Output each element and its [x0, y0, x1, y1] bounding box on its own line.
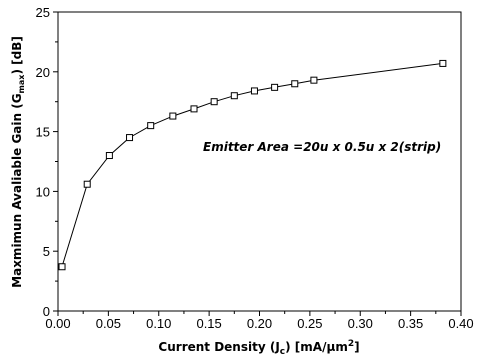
data-point: [147, 122, 155, 130]
data-point: [105, 152, 113, 160]
y-tick-label: 5: [43, 244, 50, 259]
x-tick-label: 0.30: [348, 316, 373, 331]
x-tick-label: 0.10: [146, 316, 171, 331]
data-point: [210, 98, 218, 106]
y-tick-label: 15: [36, 125, 50, 140]
plot-frame: [57, 11, 462, 312]
x-tick-label: 0.00: [45, 316, 70, 331]
data-point: [271, 83, 279, 91]
x-tick-label: 0.20: [247, 316, 272, 331]
x-tick-label: 0.35: [398, 316, 423, 331]
y-axis-label: Maxmimun Avaliable Gain (Gmax) [dB]: [10, 36, 26, 288]
data-point: [310, 76, 318, 84]
y-tick-label: 10: [36, 184, 50, 199]
x-axis-label: Current Density (Jc) [mA/μm2]: [158, 339, 359, 357]
x-tick-label: 0.05: [96, 316, 121, 331]
data-point: [230, 92, 238, 100]
y-tick-label: 20: [36, 65, 50, 80]
data-point: [250, 87, 258, 95]
y-tick-label: 25: [36, 5, 50, 20]
x-axis-ticks: 0.00 0.05 0.10 0.15 0.20 0.25 0.30 0.35 0.40: [45, 311, 474, 331]
series-markers: [58, 59, 447, 271]
y-tick-label: 0: [43, 304, 50, 319]
data-point: [83, 180, 91, 188]
data-point: [439, 59, 447, 67]
data-point: [190, 105, 198, 113]
annotation: Emitter Area =20u x 0.5u x 2(strip): [203, 140, 441, 154]
data-point: [126, 134, 134, 142]
x-tick-label: 0.15: [196, 316, 221, 331]
data-point: [58, 263, 66, 271]
data-point: [169, 112, 177, 120]
x-tick-label: 0.40: [448, 316, 473, 331]
data-point: [291, 80, 299, 88]
y-axis-ticks: 0 5 10 15 20 25: [36, 5, 58, 319]
x-tick-label: 0.25: [297, 316, 322, 331]
